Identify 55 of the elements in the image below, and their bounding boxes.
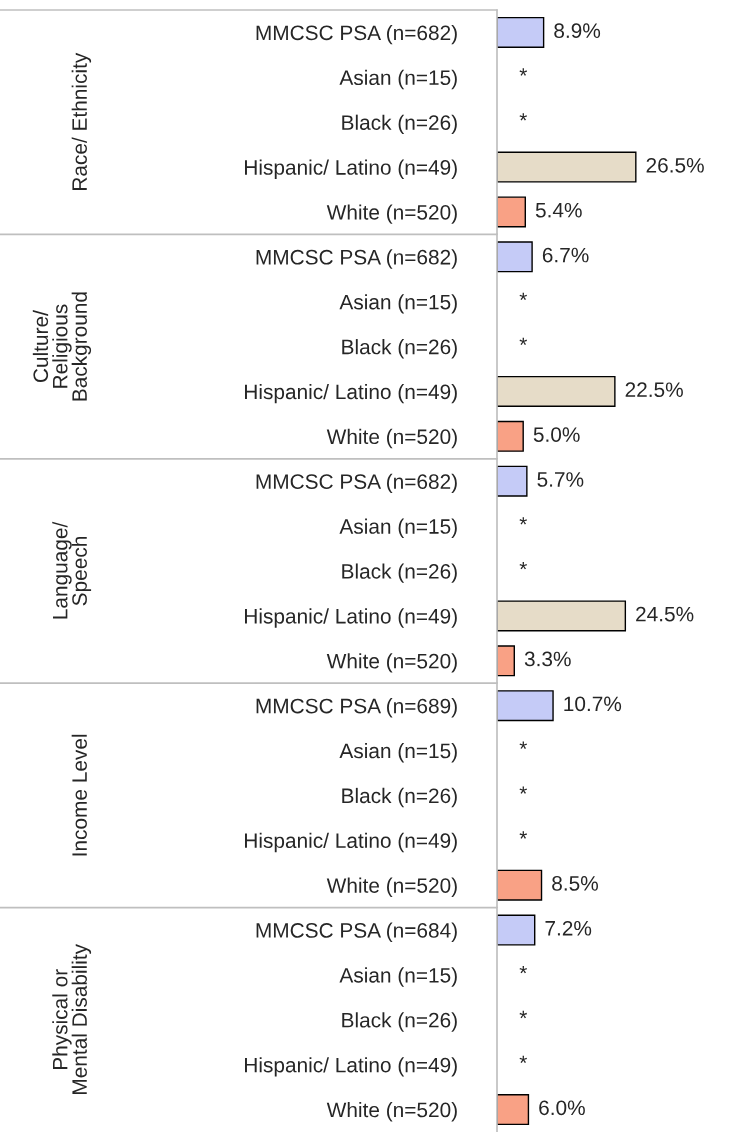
text: * — [519, 831, 528, 839]
text: * — [519, 786, 528, 794]
y-axis-title: Income Level — [71, 734, 87, 856]
data-label: 10.7% — [564, 696, 622, 712]
y-tick-label: Black (n=26) — [342, 339, 457, 359]
data-label: 7.2% — [545, 920, 592, 936]
y-tick-label: Asian (n=15) — [339, 518, 457, 538]
text: * — [519, 1055, 528, 1064]
y-tick-label: Hispanic/ Latino (n=49) — [245, 1057, 457, 1077]
data-label: 5.4% — [535, 202, 582, 218]
text: * — [519, 965, 528, 974]
data-label: 8.5% — [552, 876, 598, 891]
y-tick-label: Black (n=26) — [342, 563, 457, 583]
y-tick-label: MMCSC PSA (n=682) — [256, 24, 457, 45]
data-label: 24.5% — [636, 606, 694, 622]
y-tick-label: White (n=520) — [326, 204, 457, 224]
y-tick-label: Hispanic/ Latino (n=49) — [245, 383, 457, 404]
y-tick-label: MMCSC PSA (n=684) — [256, 922, 457, 942]
data-label: 6.0% — [539, 1100, 585, 1116]
text: * — [519, 337, 528, 345]
y-tick-label: Black (n=26) — [342, 1012, 457, 1032]
data-label: 22.5% — [625, 382, 683, 398]
y-tick-label: Asian (n=15) — [339, 967, 457, 987]
y-tick-label: White (n=520) — [326, 653, 457, 673]
text: * — [519, 562, 528, 570]
text: * — [519, 517, 528, 525]
text: * — [519, 68, 528, 76]
y-axis-title: Culture/ Religious Background — [32, 292, 92, 401]
data-label: 8.9% — [554, 23, 601, 39]
data-label: 5.0% — [533, 427, 580, 442]
data-label: 6.7% — [542, 247, 589, 263]
data-label: 26.5% — [646, 157, 704, 173]
text: * — [519, 741, 528, 749]
y-tick-label: MMCSC PSA (n=682) — [256, 473, 457, 494]
y-tick-label: Black (n=26) — [342, 114, 457, 135]
y-tick-label: Asian (n=15) — [339, 69, 457, 90]
y-tick-label: Hispanic/ Latino (n=49) — [245, 159, 457, 179]
y-tick-label: Asian (n=15) — [339, 742, 457, 763]
y-axis-title: Race/ Ethnicity — [71, 52, 92, 190]
y-tick-label: White (n=520) — [326, 877, 457, 898]
text: * — [519, 113, 528, 121]
y-axis-title: Physical or Mental Disability — [52, 944, 92, 1094]
data-label: 3.3% — [524, 651, 571, 667]
y-tick-label: Hispanic/ Latino (n=49) — [245, 608, 457, 628]
y-tick-label: White (n=520) — [326, 1102, 457, 1122]
text: * — [519, 292, 528, 301]
data-label: 5.7% — [537, 472, 584, 487]
text: * — [519, 1010, 528, 1019]
y-tick-label: White (n=520) — [326, 428, 457, 449]
y-tick-label: MMCSC PSA (n=689) — [256, 698, 457, 718]
y-tick-label: Hispanic/ Latino (n=49) — [245, 832, 457, 853]
y-tick-label: Asian (n=15) — [339, 294, 457, 314]
y-axis-title: Language/ Speech — [52, 521, 92, 619]
y-tick-label: MMCSC PSA (n=682) — [256, 249, 457, 269]
y-tick-label: Black (n=26) — [342, 787, 457, 808]
